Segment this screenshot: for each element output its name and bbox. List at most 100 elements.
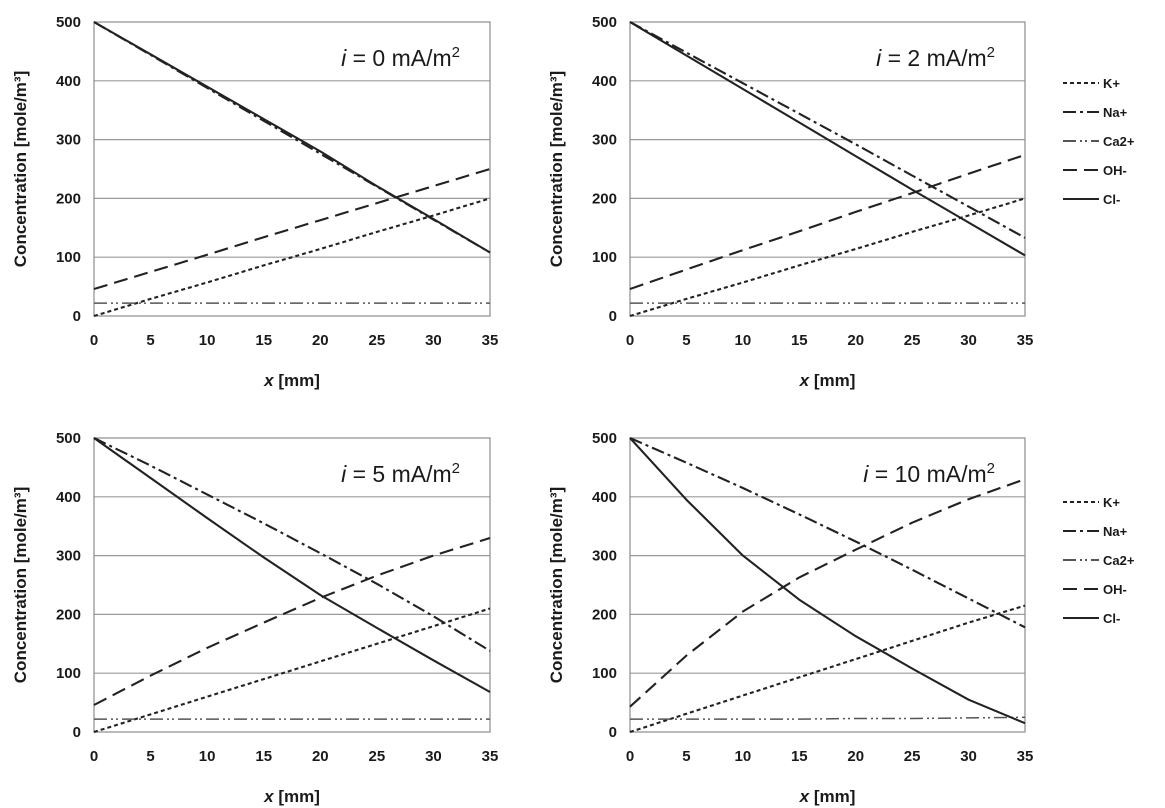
x-tick-label: 0 xyxy=(626,332,634,349)
x-tick-label: 0 xyxy=(90,748,98,765)
x-tick-label: 15 xyxy=(791,332,808,349)
series-line-Ca2plus xyxy=(630,716,1026,720)
panel-label-text: = 5 mA/m xyxy=(346,461,451,487)
x-axis-variable: x xyxy=(263,371,275,390)
y-tick-label: 0 xyxy=(609,308,617,325)
x-axis-variable: x xyxy=(799,787,811,806)
series-line-OHminus xyxy=(629,153,1026,290)
series-line-Kplus xyxy=(629,604,1026,733)
x-tick-label: 35 xyxy=(482,748,499,765)
legend-label: K+ xyxy=(1103,495,1120,510)
y-axis-title: Concentration [mole/m³] xyxy=(11,71,30,267)
series-line-Kplus xyxy=(93,197,491,318)
panel-label-sup: 2 xyxy=(452,44,460,61)
legend: K+ Na+ Ca2+ OH- Cl- xyxy=(1063,76,1135,207)
y-axis-title: Concentration [mole/m³] xyxy=(547,487,566,683)
x-tick-label: 30 xyxy=(425,748,442,765)
panel-label-text: = 2 mA/m xyxy=(881,45,986,71)
y-tick-label: 400 xyxy=(56,73,81,90)
series-line-OHminus xyxy=(93,167,491,291)
panel-label-text: = 0 mA/m xyxy=(346,45,451,71)
chart-panel: 0 100 200 300 400 500 0 5 10 15 20 25 30 35 x [mm] Conc… xyxy=(547,14,1033,390)
x-tick-label: 35 xyxy=(1017,332,1034,349)
panel-label-var: i xyxy=(876,45,882,71)
x-axis-unit: [mm] xyxy=(274,787,320,806)
x-tick-label: 35 xyxy=(482,332,499,349)
x-tick-label: 10 xyxy=(199,332,216,349)
x-axis-variable: x xyxy=(263,787,275,806)
y-tick-label: 200 xyxy=(56,606,81,623)
legend-label: Cl- xyxy=(1103,192,1120,207)
panel-label-text: = 10 mA/m xyxy=(868,461,986,487)
x-tick-label: 30 xyxy=(425,332,442,349)
y-tick-label: 0 xyxy=(73,724,81,741)
x-tick-label: 30 xyxy=(960,748,977,765)
y-tick-label: 500 xyxy=(592,430,617,447)
x-tick-label: 10 xyxy=(199,748,216,765)
panel-current-label: i = 5 mA/m2 xyxy=(341,460,460,487)
legend-label: K+ xyxy=(1103,76,1120,91)
legend-label: Na+ xyxy=(1103,105,1128,120)
series-line-OHminus xyxy=(93,536,491,706)
panel-label-sup: 2 xyxy=(987,44,995,61)
x-tick-label: 25 xyxy=(369,332,386,349)
x-tick-label: 10 xyxy=(735,332,752,349)
series-line-Kplus xyxy=(93,607,491,734)
x-axis-title: x [mm] xyxy=(263,787,320,806)
panel-label-var: i xyxy=(863,461,869,487)
panel-label-sup: 2 xyxy=(987,460,995,477)
x-tick-label: 5 xyxy=(146,332,154,349)
y-tick-label: 500 xyxy=(56,430,81,447)
y-tick-label: 400 xyxy=(592,73,617,90)
chart-panel: 0 100 200 300 400 500 0 5 10 15 20 25 30 35 x [mm] Conc… xyxy=(11,430,498,806)
y-tick-label: 500 xyxy=(592,14,617,31)
x-tick-label: 10 xyxy=(735,748,752,765)
plot-frame xyxy=(629,437,1026,733)
series-line-Clminus xyxy=(93,437,491,693)
x-axis-title: x [mm] xyxy=(799,787,856,806)
x-tick-label: 20 xyxy=(312,748,329,765)
x-axis-title: x [mm] xyxy=(799,371,856,390)
legend-label: Cl- xyxy=(1103,611,1120,626)
x-axis-variable: x xyxy=(799,371,811,390)
x-tick-label: 20 xyxy=(847,332,864,349)
plot-frame xyxy=(629,21,1026,317)
y-tick-label: 300 xyxy=(56,132,81,149)
series-line-Naplus xyxy=(629,21,1026,239)
series-line-Clminus xyxy=(629,437,1026,725)
series-line-Kplus xyxy=(629,197,1026,318)
x-tick-label: 0 xyxy=(90,332,98,349)
x-axis-unit: [mm] xyxy=(809,371,855,390)
x-tick-label: 35 xyxy=(1017,748,1034,765)
x-tick-label: 15 xyxy=(791,748,808,765)
panel-current-label: i = 0 mA/m2 xyxy=(341,44,460,71)
x-tick-label: 5 xyxy=(682,748,690,765)
panel-label-sup: 2 xyxy=(452,460,460,477)
panel-current-label: i = 2 mA/m2 xyxy=(876,44,995,71)
y-tick-label: 200 xyxy=(592,606,617,623)
x-tick-label: 5 xyxy=(682,332,690,349)
x-axis-unit: [mm] xyxy=(274,371,320,390)
y-tick-label: 100 xyxy=(592,249,617,266)
y-tick-label: 300 xyxy=(592,132,617,149)
x-tick-label: 5 xyxy=(146,748,154,765)
y-tick-label: 200 xyxy=(592,190,617,207)
x-tick-label: 20 xyxy=(847,748,864,765)
legend-label: Ca2+ xyxy=(1103,553,1135,568)
x-tick-label: 15 xyxy=(255,748,272,765)
panel-current-label: i = 10 mA/m2 xyxy=(863,460,995,487)
legend-label: Ca2+ xyxy=(1103,134,1135,149)
y-tick-label: 300 xyxy=(592,548,617,565)
x-axis-unit: [mm] xyxy=(809,787,855,806)
y-tick-label: 400 xyxy=(592,489,617,506)
series-line-Clminus xyxy=(629,21,1026,257)
y-tick-label: 300 xyxy=(56,548,81,565)
x-tick-label: 25 xyxy=(904,332,921,349)
plot-frame xyxy=(93,21,491,317)
x-tick-label: 25 xyxy=(904,748,921,765)
x-tick-label: 0 xyxy=(626,748,634,765)
panel-label-var: i xyxy=(341,45,347,71)
legend-label: OH- xyxy=(1103,163,1127,178)
y-axis-title: Concentration [mole/m³] xyxy=(547,71,566,267)
